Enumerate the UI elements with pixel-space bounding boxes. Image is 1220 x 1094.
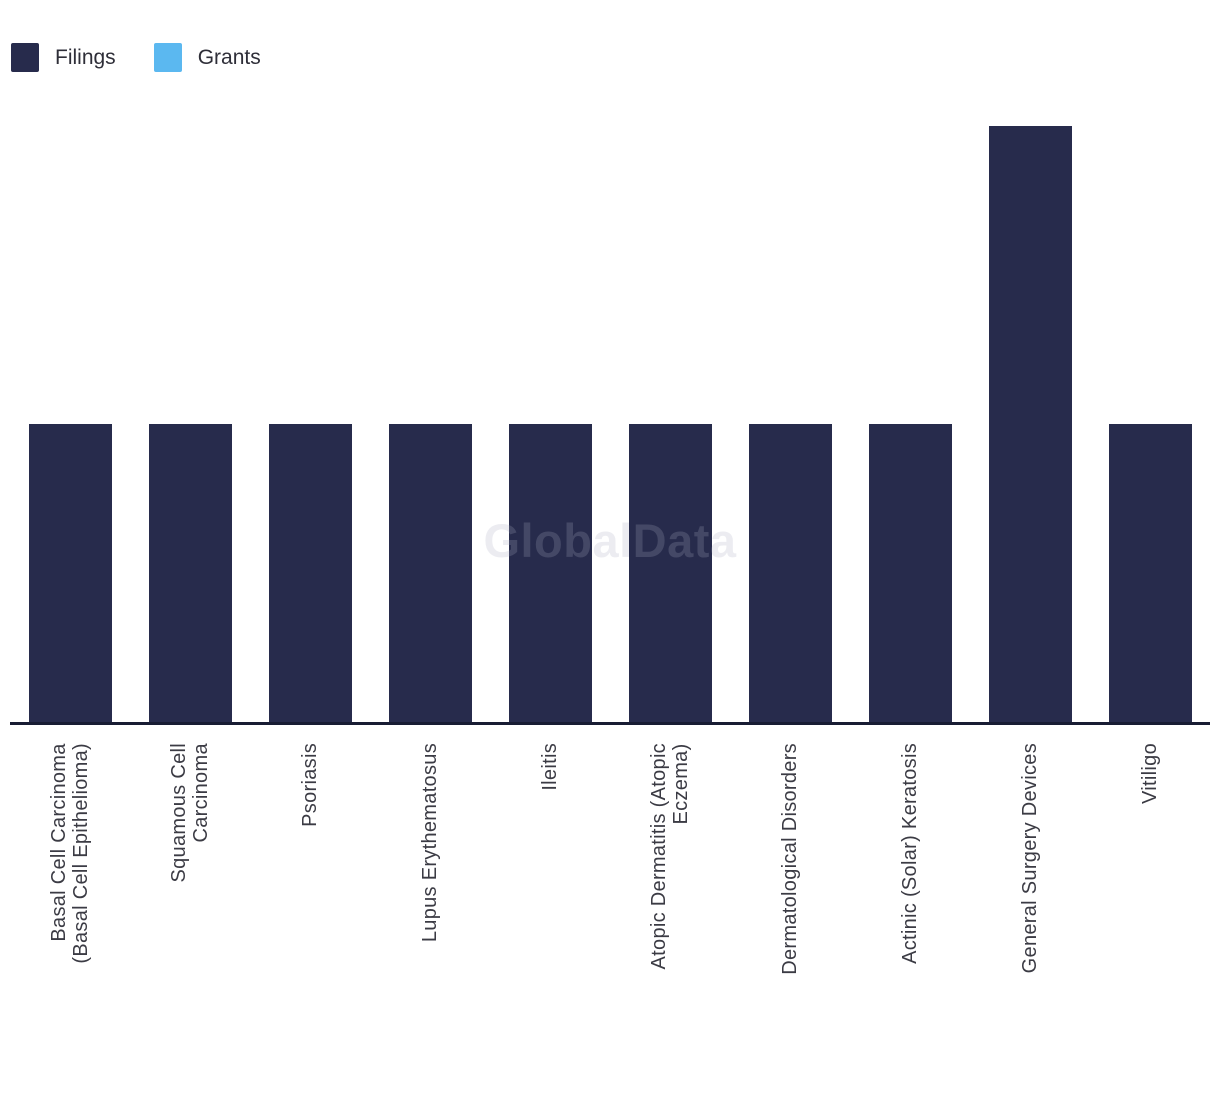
x-axis-label-1: Squamous Cell Carcinoma: [168, 743, 212, 883]
x-slot: Actinic (Solar) Keratosis: [850, 743, 970, 1094]
legend-label-filings: Filings: [55, 46, 116, 69]
bar-filings-4[interactable]: [508, 423, 592, 722]
bar-filings-0[interactable]: [28, 423, 112, 722]
legend-item-filings[interactable]: Filings: [11, 43, 116, 72]
bar-filings-6[interactable]: [748, 423, 832, 722]
grants-swatch-icon: [153, 43, 182, 72]
x-slot: General Surgery Devices: [970, 743, 1090, 1094]
plot-area: GlobalData: [10, 96, 1210, 722]
x-axis-label-2: Psoriasis: [299, 743, 321, 827]
filings-swatch-icon: [11, 43, 39, 72]
x-axis-label-6: Dermatological Disorders: [779, 743, 801, 975]
x-axis-label-8: General Surgery Devices: [1019, 743, 1041, 974]
bar-slot: [250, 96, 370, 722]
x-slot: Lupus Erythematosus: [370, 743, 490, 1094]
bar-filings-8[interactable]: [988, 125, 1072, 722]
legend: Filings Grants: [11, 43, 261, 72]
x-slot: Vitiligo: [1090, 743, 1210, 1094]
bar-slot: [1090, 96, 1210, 722]
x-slot: Dermatological Disorders: [730, 743, 850, 1094]
legend-item-grants[interactable]: Grants: [153, 43, 261, 72]
x-slot: Ileitis: [490, 743, 610, 1094]
bar-filings-2[interactable]: [268, 423, 352, 722]
xaxis-labels: Basal Cell Carcinoma (Basal Cell Epithel…: [10, 725, 1210, 1094]
bar-filings-9[interactable]: [1108, 423, 1192, 722]
x-axis-label-5: Atopic Dermatitis (Atopic Eczema): [648, 743, 692, 970]
bar-slot: [10, 96, 130, 722]
bars-row: [10, 96, 1210, 722]
x-axis-label-4: Ileitis: [539, 743, 561, 791]
bar-slot: [850, 96, 970, 722]
bar-slot: [610, 96, 730, 722]
x-slot: Atopic Dermatitis (Atopic Eczema): [610, 743, 730, 1094]
x-axis-label-3: Lupus Erythematosus: [419, 743, 441, 943]
bar-filings-5[interactable]: [628, 423, 712, 722]
bar-filings-1[interactable]: [148, 423, 232, 722]
x-slot: Basal Cell Carcinoma (Basal Cell Epithel…: [10, 743, 130, 1094]
x-slot: Psoriasis: [250, 743, 370, 1094]
x-axis-line: [10, 722, 1210, 725]
x-axis-label-9: Vitiligo: [1139, 743, 1161, 804]
bar-filings-3[interactable]: [388, 423, 472, 722]
bar-slot: [970, 96, 1090, 722]
bar-filings-7[interactable]: [868, 423, 952, 722]
x-axis-label-0: Basal Cell Carcinoma (Basal Cell Epithel…: [48, 743, 92, 964]
bar-slot: [490, 96, 610, 722]
bar-slot: [130, 96, 250, 722]
bar-slot: [370, 96, 490, 722]
bar-slot: [730, 96, 850, 722]
x-slot: Squamous Cell Carcinoma: [130, 743, 250, 1094]
legend-label-grants: Grants: [197, 46, 261, 69]
x-axis-label-7: Actinic (Solar) Keratosis: [899, 743, 921, 964]
